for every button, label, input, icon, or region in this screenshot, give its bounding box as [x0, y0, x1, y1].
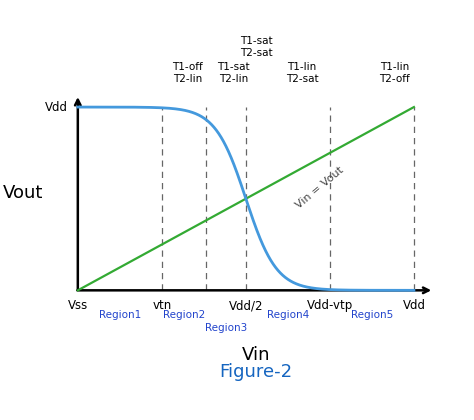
Text: T1-off
T2-lin: T1-off T2-lin [172, 62, 203, 84]
Text: Region3: Region3 [205, 323, 247, 333]
Text: Vin: Vin [242, 346, 270, 365]
Text: Figure-2: Figure-2 [219, 362, 292, 381]
Text: Region4: Region4 [267, 310, 309, 320]
Text: Vdd-vtp: Vdd-vtp [307, 299, 353, 312]
Text: T1-sat
T2-lin: T1-sat T2-lin [218, 62, 250, 84]
Text: Region5: Region5 [351, 310, 393, 320]
Text: T1-lin
T2-sat: T1-lin T2-sat [286, 62, 319, 84]
Text: Vdd/2: Vdd/2 [228, 299, 263, 312]
Text: Vdd: Vdd [402, 299, 426, 312]
Text: T1-lin
T2-off: T1-lin T2-off [379, 62, 410, 84]
Text: Vout: Vout [3, 184, 43, 202]
Text: Vin = Vout: Vin = Vout [294, 165, 346, 210]
Text: Vss: Vss [68, 299, 88, 312]
Text: Vdd: Vdd [45, 100, 68, 113]
Text: Region2: Region2 [163, 310, 205, 320]
Text: vtn: vtn [152, 299, 172, 312]
Text: T1-sat
T2-sat: T1-sat T2-sat [240, 36, 272, 58]
Text: Region1: Region1 [99, 310, 141, 320]
